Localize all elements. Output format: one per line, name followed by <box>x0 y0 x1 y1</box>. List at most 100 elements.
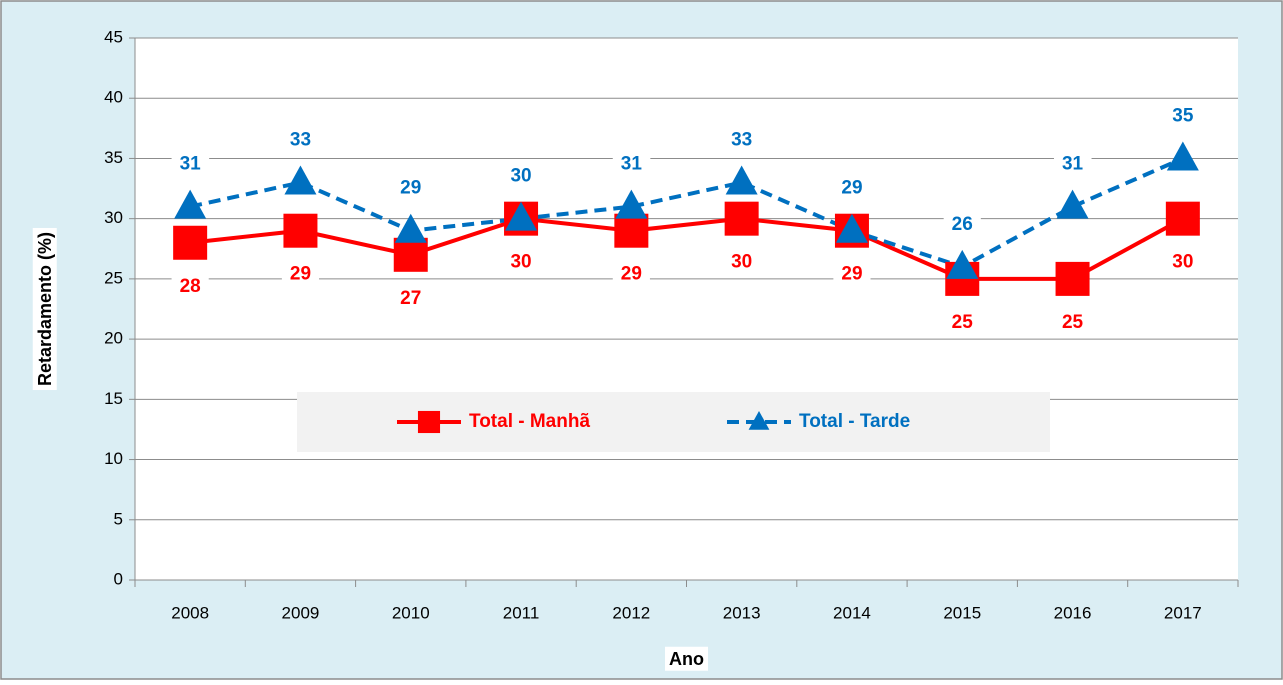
marker <box>174 189 207 219</box>
data-label: 33 <box>290 130 311 151</box>
data-label: 29 <box>841 178 862 199</box>
y-tick-label: 20 <box>104 329 123 348</box>
y-axis-title-background <box>32 227 57 391</box>
marker <box>394 213 427 243</box>
data-label-group: 26 <box>943 211 981 237</box>
y-tick-label: 30 <box>104 208 123 227</box>
marker <box>724 201 759 236</box>
marker <box>505 201 538 231</box>
marker <box>835 213 868 243</box>
data-label-group: 29 <box>833 175 871 201</box>
data-label-background <box>281 261 320 287</box>
data-label-background <box>723 127 761 153</box>
marker <box>1056 189 1089 219</box>
data-label-background <box>502 163 540 189</box>
marker <box>393 237 428 272</box>
y-tick-label: 15 <box>104 389 123 408</box>
data-label-group: 30 <box>502 249 540 275</box>
data-label-group: 27 <box>392 285 430 311</box>
x-tick-label: 2011 <box>503 603 540 622</box>
data-label-background <box>612 151 651 177</box>
marker <box>1166 141 1199 171</box>
legend-marker <box>417 410 441 434</box>
data-label-group: 29 <box>392 175 430 201</box>
data-label-group: 29 <box>612 261 650 287</box>
data-label-background <box>1164 249 1202 275</box>
data-label: 25 <box>1062 312 1084 333</box>
marker <box>725 165 758 195</box>
y-tick-label: 0 <box>114 569 123 588</box>
marker <box>284 165 317 195</box>
series-line <box>189 216 1184 281</box>
x-tick-label: 2015 <box>943 603 981 622</box>
y-tick-label: 40 <box>104 88 123 107</box>
data-label-background <box>1053 309 1092 335</box>
data-label: 25 <box>952 312 974 333</box>
data-label-background <box>833 261 871 287</box>
plot-area <box>135 38 1238 580</box>
marker <box>1165 201 1200 236</box>
data-label-group: 29 <box>281 261 320 287</box>
legend-label: Total - Manhã <box>469 411 590 432</box>
data-label-background <box>392 175 430 201</box>
legend-marker <box>748 410 770 430</box>
data-label: 35 <box>1172 105 1194 126</box>
data-label: 29 <box>290 264 311 285</box>
data-label-background <box>1053 151 1092 177</box>
data-label: 30 <box>1172 252 1193 273</box>
data-label: 30 <box>510 166 531 187</box>
data-label-background <box>502 249 540 275</box>
marker <box>1055 261 1090 296</box>
data-label-group: 25 <box>943 309 982 335</box>
marker <box>283 213 318 248</box>
data-label-background <box>281 127 320 153</box>
data-label-group: 35 <box>1164 103 1202 129</box>
x-tick-label: 2008 <box>171 603 209 622</box>
y-axis-title: Retardamento (%) <box>35 232 55 386</box>
y-tick-label: 35 <box>104 148 123 167</box>
data-label: 33 <box>731 130 752 151</box>
data-label-group: 31 <box>171 151 210 177</box>
marker <box>614 213 649 248</box>
data-label: 29 <box>621 264 642 285</box>
data-label-group: 30 <box>1164 249 1202 275</box>
data-label: 27 <box>400 288 421 309</box>
x-tick-label: 2016 <box>1054 603 1092 622</box>
data-label-group: 25 <box>1053 309 1092 335</box>
data-label-background <box>943 309 982 335</box>
data-label-background <box>943 211 981 237</box>
data-label: 29 <box>841 264 862 285</box>
data-label-background <box>723 249 761 275</box>
data-label-background <box>1164 103 1202 129</box>
data-label-background <box>171 151 210 177</box>
data-label-group: 30 <box>723 249 761 275</box>
x-tick-label: 2012 <box>612 603 650 622</box>
x-tick-label: 2017 <box>1164 603 1202 622</box>
x-tick-label: 2013 <box>723 603 761 622</box>
data-label-background <box>833 175 871 201</box>
data-label: 26 <box>952 214 973 235</box>
y-tick-label: 10 <box>104 449 123 468</box>
x-tick-label: 2014 <box>833 603 871 622</box>
data-label-group: 29 <box>833 261 871 287</box>
data-label: 31 <box>621 154 643 175</box>
data-label-group: 30 <box>502 163 540 189</box>
data-label-group: 33 <box>281 127 320 153</box>
data-label: 28 <box>180 276 201 297</box>
data-label: 29 <box>400 178 421 199</box>
x-tick-label: 2010 <box>392 603 430 622</box>
marker <box>946 249 979 279</box>
data-label: 31 <box>1062 154 1084 175</box>
x-axis-title-background <box>665 646 708 671</box>
data-label-background <box>612 261 650 287</box>
data-label-group: 28 <box>171 273 209 299</box>
data-label: 30 <box>731 252 752 273</box>
y-tick-label: 25 <box>104 268 123 287</box>
x-axis-title-group: Ano <box>665 646 708 671</box>
y-tick-label: 5 <box>114 509 123 528</box>
x-tick-label: 2009 <box>282 603 320 622</box>
marker <box>615 189 648 219</box>
y-tick-label: 45 <box>104 27 123 46</box>
